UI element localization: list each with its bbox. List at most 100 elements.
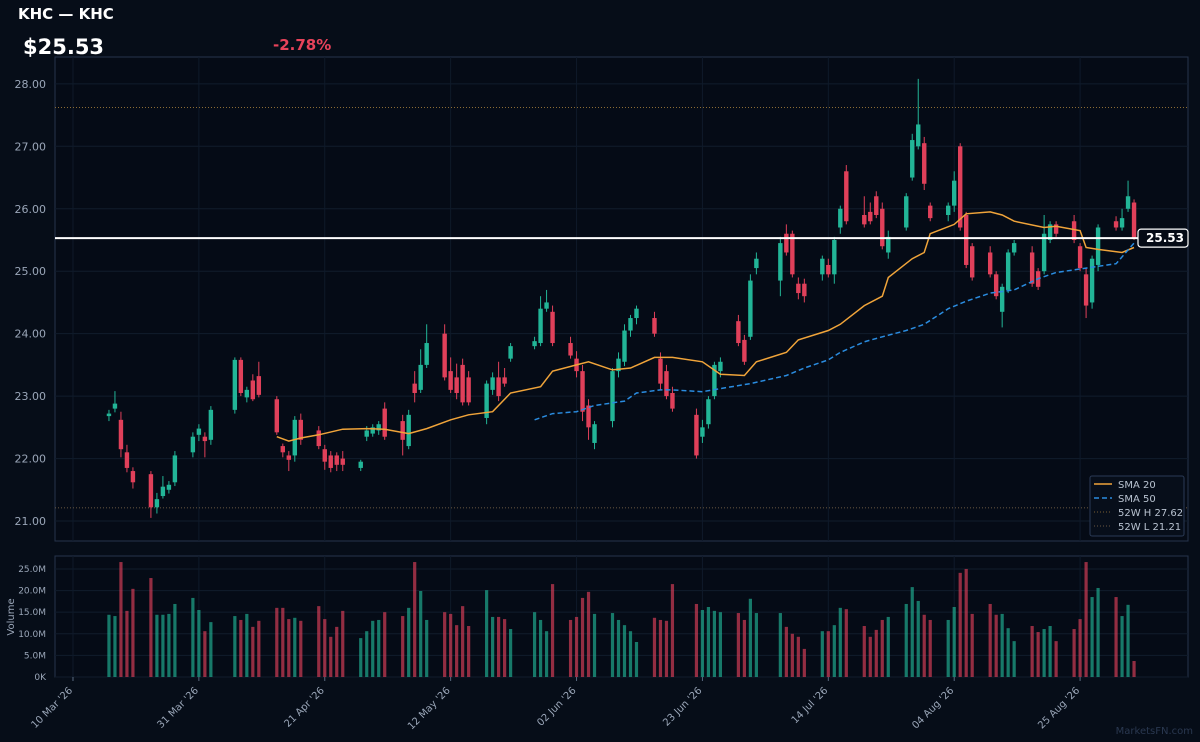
- candle-body: [382, 408, 387, 437]
- candle-body: [406, 414, 411, 447]
- volume-bar: [107, 614, 111, 677]
- volume-bar: [335, 626, 339, 677]
- volume-bar: [173, 603, 177, 677]
- candle-body: [538, 308, 543, 344]
- volume-bar: [365, 631, 369, 677]
- candle-body: [298, 419, 303, 440]
- candle-body: [172, 455, 178, 483]
- candle-body: [160, 486, 166, 497]
- volume-bar: [778, 613, 782, 677]
- candle-body: [196, 428, 202, 435]
- last-price-value: 25.53: [1146, 231, 1184, 245]
- volume-bar: [413, 562, 417, 677]
- volume-bar: [994, 614, 998, 677]
- volume-bar: [407, 607, 411, 677]
- volume-bar: [718, 612, 723, 677]
- candle-body: [148, 474, 154, 508]
- candle-body: [999, 286, 1005, 312]
- volume-bar: [820, 631, 824, 677]
- volume-bar: [988, 603, 992, 677]
- volume-bar: [946, 619, 950, 677]
- candle-body: [208, 409, 214, 440]
- legend: [1089, 475, 1185, 537]
- volume-bar: [622, 625, 627, 677]
- volume-bar: [1042, 629, 1046, 677]
- y-tick-label: 24.00: [15, 328, 47, 341]
- volume-bar: [341, 610, 345, 677]
- volume-bar: [245, 613, 249, 677]
- volume-bar: [281, 607, 285, 677]
- legend-label: 52W L 21.21: [1118, 522, 1181, 533]
- y-tick-label: 25.00: [15, 265, 47, 278]
- candle-body: [820, 258, 825, 275]
- candle-body: [1125, 196, 1131, 209]
- volume-bar: [1096, 587, 1100, 677]
- candle-body: [1077, 246, 1083, 269]
- candle-body: [1089, 258, 1095, 303]
- volume-panel: [54, 555, 1189, 678]
- candle-body: [112, 403, 118, 409]
- volume-bar: [1036, 632, 1040, 677]
- candle-body: [202, 436, 208, 442]
- volume-bar: [1078, 619, 1082, 677]
- candle-body: [424, 343, 429, 365]
- candle-body: [466, 377, 471, 403]
- volume-bar: [1090, 597, 1094, 677]
- candle-body: [340, 458, 345, 465]
- volume-bar: [922, 614, 926, 677]
- candle-body: [969, 246, 975, 278]
- candle-body: [868, 211, 873, 222]
- candle-body: [838, 208, 843, 228]
- volume-bar: [275, 607, 279, 677]
- volume-bar: [1000, 613, 1004, 677]
- volume-bar: [383, 612, 387, 677]
- volume-bar: [862, 626, 866, 677]
- candle-body: [502, 377, 507, 384]
- candle-body: [796, 283, 801, 294]
- volume-bar: [694, 603, 699, 677]
- volume-bar: [359, 638, 363, 677]
- candle-body: [256, 376, 262, 395]
- volume-tick-label: 20.0M: [18, 587, 46, 597]
- y-tick-label: 27.00: [15, 140, 47, 153]
- volume-bar: [1048, 626, 1052, 677]
- volume-bar: [503, 619, 507, 677]
- volume-bar: [580, 597, 585, 677]
- volume-bar: [467, 626, 471, 677]
- y-tick-label: 22.00: [15, 453, 47, 466]
- candle-body: [844, 171, 849, 222]
- volume-tick-label: 5.0M: [24, 651, 46, 661]
- legend-label: SMA 20: [1118, 480, 1156, 491]
- volume-bar: [868, 636, 872, 677]
- candle-body: [454, 377, 459, 393]
- volume-bar: [568, 619, 573, 677]
- candle-body: [232, 359, 238, 410]
- volume-bar: [706, 606, 711, 677]
- volume-bar: [233, 616, 237, 677]
- candle-body: [1071, 221, 1077, 240]
- candle-body: [880, 208, 885, 247]
- candle-body: [442, 333, 447, 378]
- volume-bar: [461, 606, 465, 677]
- volume-bar: [628, 631, 633, 677]
- candle-body: [706, 399, 711, 425]
- volume-bar: [586, 591, 591, 677]
- volume-bar: [886, 616, 890, 677]
- candle-body: [634, 308, 639, 319]
- candle-body: [910, 140, 915, 178]
- volume-bar: [916, 600, 920, 677]
- volume-bar: [652, 617, 657, 677]
- candle-body: [334, 455, 339, 465]
- volume-bar: [125, 610, 129, 677]
- candle-body: [628, 318, 633, 331]
- candle-body: [316, 430, 321, 447]
- volume-bar: [299, 620, 303, 677]
- volume-bar: [508, 629, 513, 677]
- volume-bar: [670, 584, 675, 677]
- volume-bar: [317, 606, 321, 677]
- candle-body: [742, 339, 747, 362]
- candle-body: [952, 180, 957, 206]
- volume-bar: [401, 616, 405, 677]
- candle-body: [274, 399, 280, 433]
